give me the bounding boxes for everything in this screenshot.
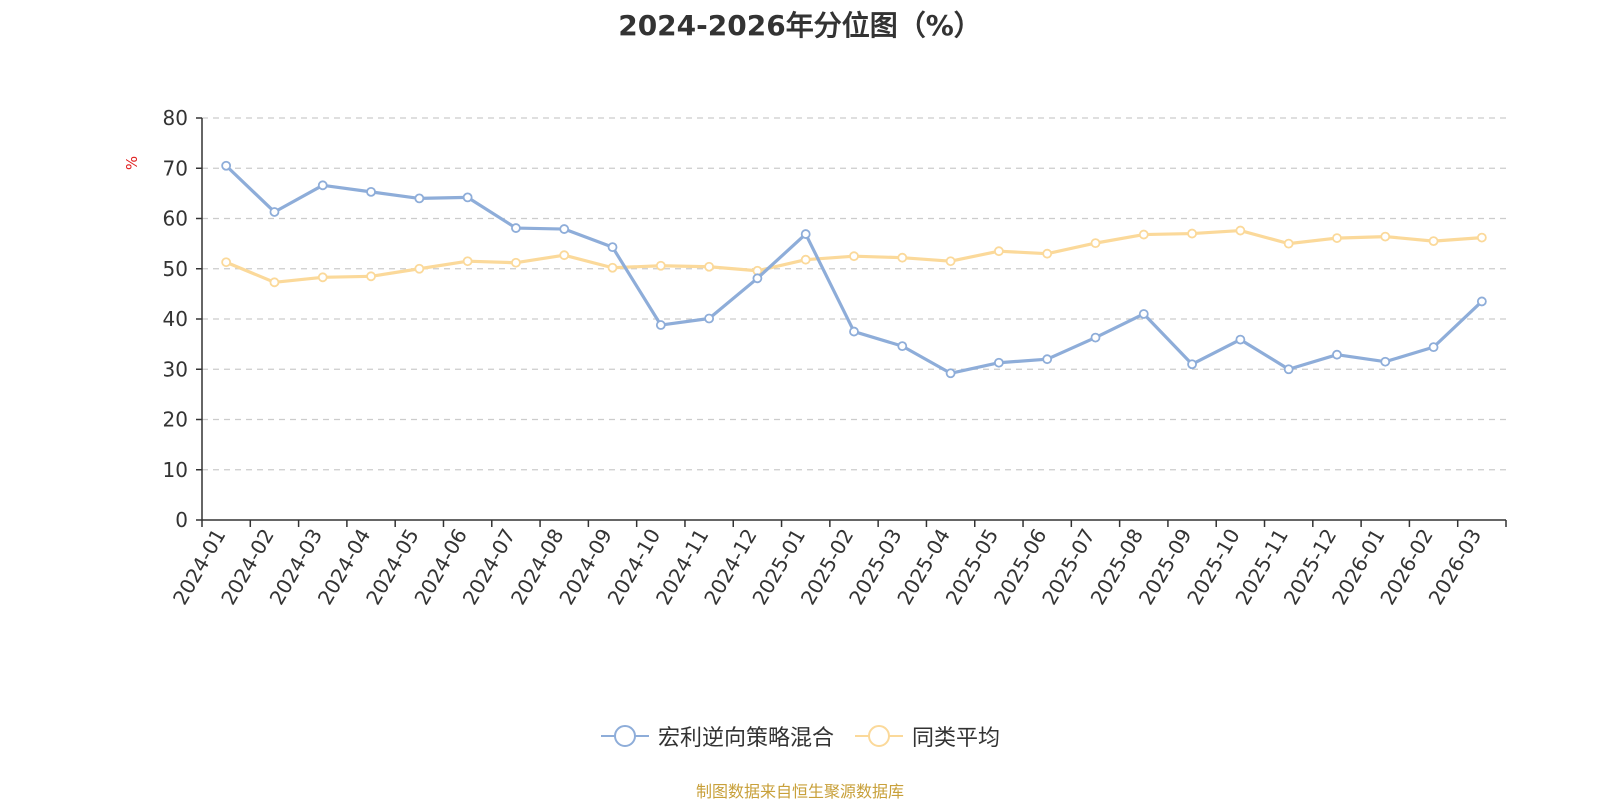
data-point <box>1380 231 1391 242</box>
data-point <box>511 223 521 233</box>
y-tick-label: 30 <box>163 357 188 381</box>
data-point <box>1283 238 1294 249</box>
data-point <box>849 326 859 337</box>
data-point <box>607 262 618 273</box>
legend-label: 同类平均 <box>912 726 1001 751</box>
data-point <box>462 256 473 267</box>
data-point <box>1187 359 1197 370</box>
data-point <box>1332 233 1342 243</box>
data-point <box>897 252 908 263</box>
chart-title: 2024-2026年分位图（%） <box>618 9 982 42</box>
y-tick-label: 10 <box>163 458 188 482</box>
data-point <box>1235 334 1246 345</box>
data-point <box>559 224 570 234</box>
data-point <box>1332 349 1342 360</box>
data-point <box>221 160 232 171</box>
data-point <box>897 341 908 352</box>
series <box>221 160 1487 379</box>
gridlines <box>202 117 1506 471</box>
y-tick-label: 20 <box>163 408 188 432</box>
data-point <box>993 357 1004 368</box>
data-point <box>1042 354 1053 365</box>
legend-line-circle-icon <box>600 725 649 747</box>
data-point <box>800 229 811 239</box>
data-point <box>1187 228 1197 239</box>
data-point <box>800 254 811 265</box>
source-note: 制图数据来自恒生聚源数据库 <box>695 782 904 801</box>
data-point <box>1428 236 1439 247</box>
legend-label: 宏利逆向策略混合 <box>657 726 834 751</box>
y-tick-label: 80 <box>163 106 188 130</box>
data-point <box>752 273 763 284</box>
data-point <box>269 207 280 217</box>
data-point <box>1138 229 1149 240</box>
legend-item[interactable]: 同类平均 <box>854 720 1000 752</box>
y-tick-label: 60 <box>163 207 188 231</box>
y-tick-label: 40 <box>163 307 188 331</box>
data-point <box>945 368 956 379</box>
data-point <box>607 242 618 253</box>
data-point <box>945 256 956 267</box>
data-point <box>317 180 328 191</box>
data-point <box>1090 332 1101 343</box>
data-point <box>1235 225 1246 236</box>
data-point <box>462 192 473 203</box>
legend-item[interactable]: 宏利逆向策略混合 <box>600 720 834 752</box>
data-point <box>414 263 425 274</box>
data-point <box>221 257 232 268</box>
data-point <box>704 313 715 324</box>
data-point <box>1138 309 1149 319</box>
y-axis-unit-label: % <box>123 156 141 170</box>
y-tick-label: 50 <box>163 257 188 281</box>
data-point <box>559 250 570 261</box>
data-point <box>1380 356 1391 367</box>
data-point <box>414 193 425 204</box>
data-point <box>1428 342 1439 353</box>
data-point <box>849 251 859 262</box>
data-point <box>366 186 376 197</box>
data-point <box>704 261 715 272</box>
data-point <box>655 320 666 330</box>
axes: 010203040506070802024-012024-022024-0320… <box>163 106 1507 609</box>
data-point <box>1283 364 1294 375</box>
legend-line-circle-icon <box>855 725 903 747</box>
y-tick-label: 0 <box>175 508 188 532</box>
legend: 宏利逆向策略混合 同类平均 <box>0 720 1600 753</box>
data-point <box>366 271 376 282</box>
data-point <box>1476 232 1487 243</box>
data-point <box>511 257 521 268</box>
data-point <box>1042 248 1053 259</box>
data-point <box>993 246 1004 257</box>
y-tick-label: 70 <box>163 156 188 180</box>
data-point <box>1090 238 1101 249</box>
data-point <box>269 277 280 288</box>
data-point <box>655 260 666 271</box>
data-point <box>1476 296 1487 307</box>
data-point <box>317 272 328 283</box>
